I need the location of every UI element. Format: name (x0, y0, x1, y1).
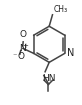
Text: CH₃: CH₃ (53, 5, 67, 14)
Text: O: O (18, 52, 25, 61)
Text: HN: HN (42, 74, 55, 83)
Text: ⁻: ⁻ (12, 52, 17, 61)
Text: O: O (20, 30, 27, 39)
Text: N: N (67, 48, 74, 58)
Text: +: + (23, 43, 29, 49)
Text: N: N (19, 44, 26, 53)
